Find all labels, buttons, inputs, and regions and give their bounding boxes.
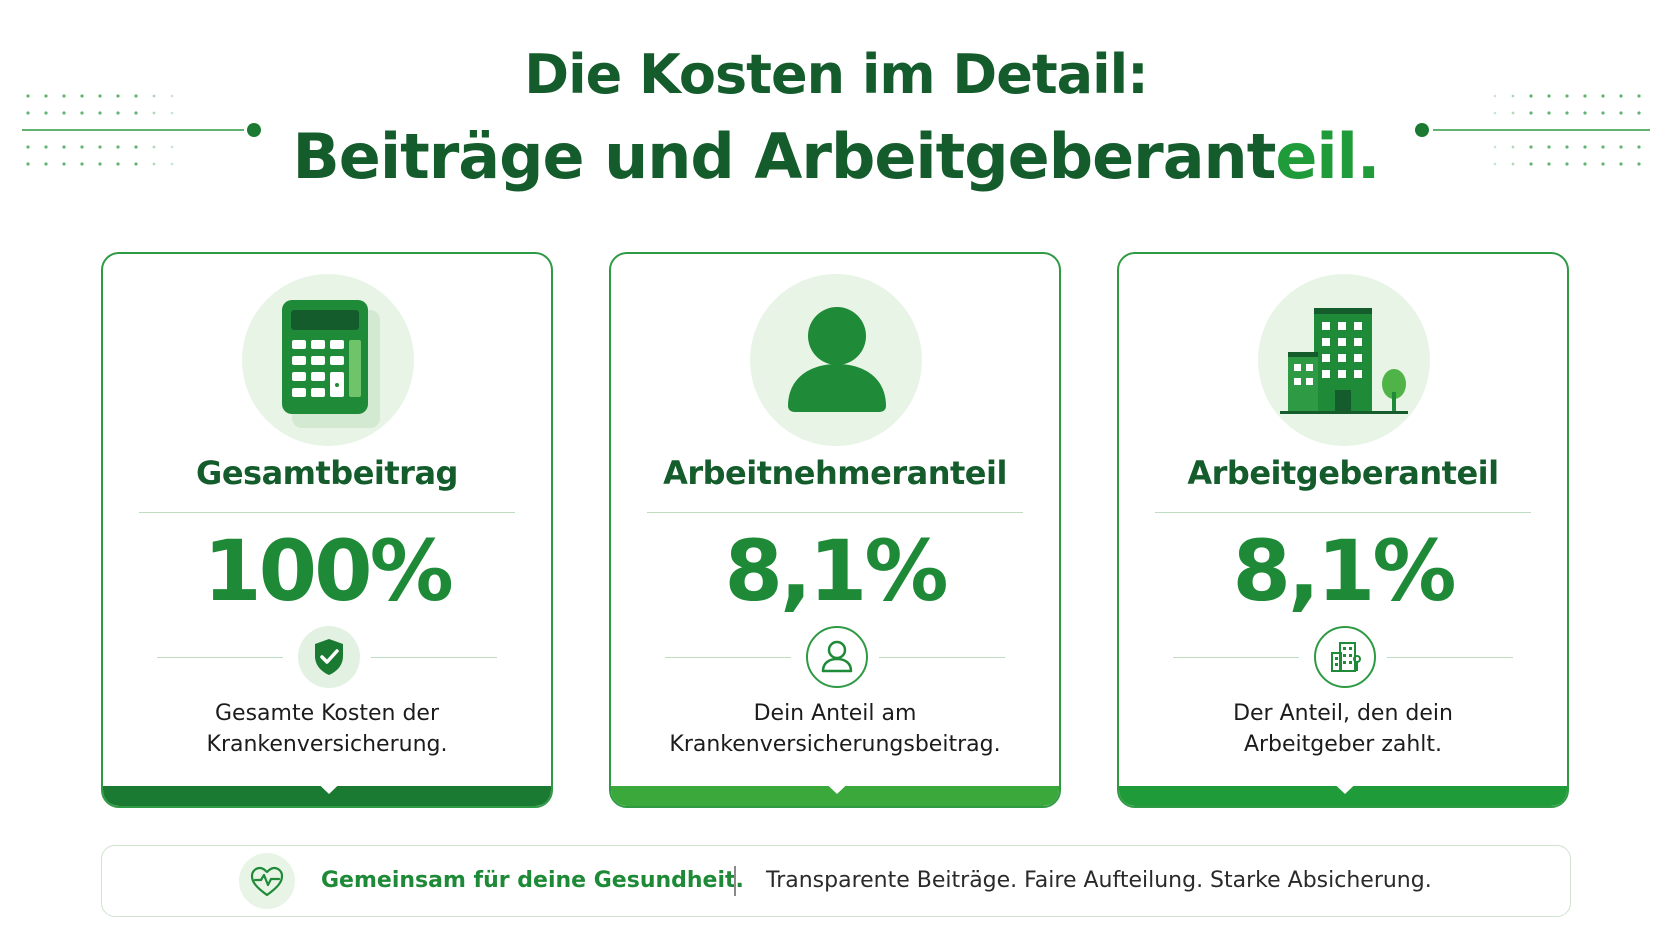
divider [665, 657, 791, 658]
divider [647, 512, 1023, 513]
badge-row [157, 624, 497, 690]
page-title-line-2: Beiträge und Arbeitgeberanteil. [0, 114, 1672, 200]
divider [139, 512, 515, 513]
page-header: Die Kosten im Detail: Beiträge und Arbei… [0, 36, 1672, 200]
footer-slogan: Gemeinsam für deine Gesundheit. [321, 868, 744, 893]
footer-tagline: Transparente Beiträge. Faire Aufteilung.… [766, 868, 1432, 893]
page-title-line-2-main: Beiträge und Arbeitgeberant [292, 120, 1277, 193]
card-footer-bar [103, 786, 551, 806]
divider [157, 657, 283, 658]
card-footer-bar [611, 786, 1059, 806]
card-value: 100% [203, 522, 454, 620]
page-title-line-1: Die Kosten im Detail: [524, 43, 1148, 106]
divider [371, 657, 497, 658]
dots-decoration-right [1415, 94, 1650, 166]
office-building-icon [1280, 308, 1408, 414]
card-description-line-2: Krankenversicherung. [206, 732, 448, 757]
card-description-line-1: Dein Anteil am [753, 701, 917, 726]
heart-pulse-icon [239, 853, 295, 909]
card-title: Arbeitgeberanteil [1187, 454, 1499, 492]
card-description-line-2: Arbeitgeber zahlt. [1243, 732, 1443, 757]
card-description-line-1: Der Anteil, den dein [1233, 701, 1453, 726]
chevron-down-icon [306, 772, 352, 794]
dots-decoration-left [22, 94, 261, 166]
icon-circle [242, 274, 414, 446]
card-title: Gesamtbeitrag [196, 454, 458, 492]
badge-row [1173, 624, 1513, 690]
chevron-down-icon [814, 772, 860, 794]
divider [879, 657, 1005, 658]
card-description-line-2: Krankenversicherungsbeitrag. [669, 732, 1001, 757]
person-outline-icon [806, 626, 868, 688]
card-description: Der Anteil, den dein Arbeitgeber zahlt. [1139, 698, 1547, 760]
divider [1387, 657, 1513, 658]
divider [734, 866, 736, 896]
card-description: Dein Anteil am Krankenversicherungsbeitr… [631, 698, 1039, 760]
chevron-down-icon [1322, 772, 1368, 794]
building-outline-icon [1314, 626, 1376, 688]
card-gesamtbeitrag: Gesamtbeitrag 100% Gesamte Kosten der Kr… [101, 252, 553, 808]
card-value: 8,1% [1232, 522, 1457, 620]
card-title: Arbeitnehmeranteil [663, 454, 1007, 492]
card-description-line-1: Gesamte Kosten der [214, 701, 439, 726]
divider [1173, 657, 1299, 658]
card-arbeitnehmeranteil: Arbeitnehmeranteil 8,1% Dein Anteil am K… [609, 252, 1061, 808]
shield-check-icon [298, 626, 360, 688]
footer-banner: Gemeinsam für deine Gesundheit. Transpar… [101, 845, 1571, 917]
card-description: Gesamte Kosten der Krankenversicherung. [123, 698, 531, 760]
page-title-line-2-accent: eil. [1275, 120, 1380, 193]
divider [1155, 512, 1531, 513]
card-value: 8,1% [724, 522, 949, 620]
calculator-icon [282, 300, 380, 428]
card-footer-bar [1119, 786, 1567, 806]
person-icon [788, 307, 886, 412]
icon-circle [1258, 274, 1430, 446]
card-arbeitgeberanteil: Arbeitgeberanteil 8,1% Der Anteil, den d… [1117, 252, 1569, 808]
icon-circle [750, 274, 922, 446]
badge-row [665, 624, 1005, 690]
